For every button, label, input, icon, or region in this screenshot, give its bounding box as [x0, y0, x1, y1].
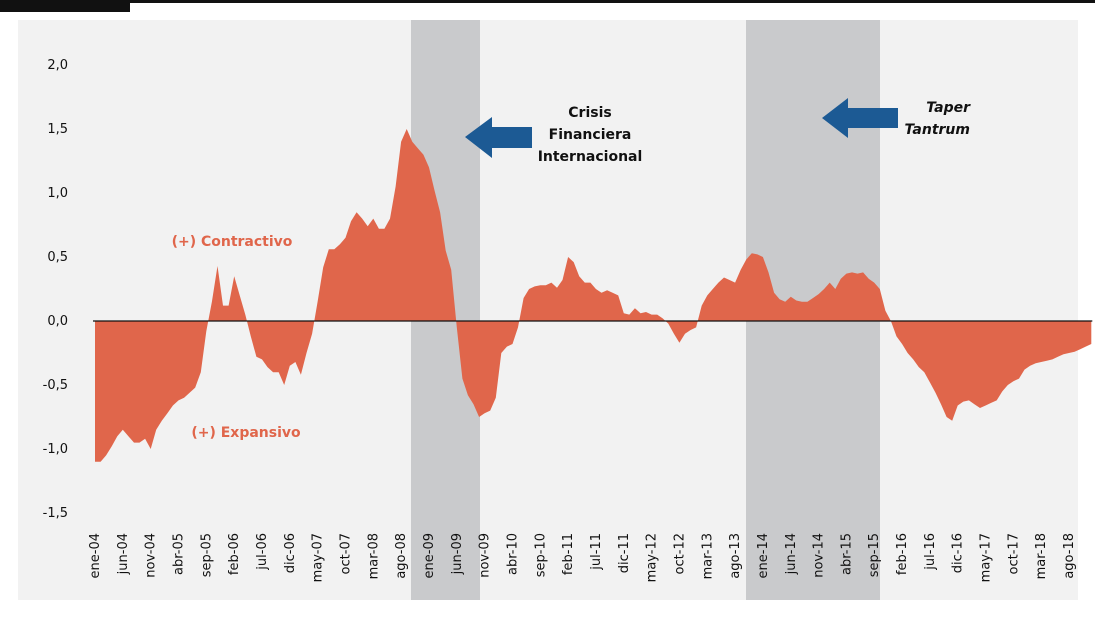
annotation: Financiera — [549, 127, 632, 143]
x-tick-label: jul-06 — [255, 533, 270, 571]
x-tick-label: dic-16 — [951, 533, 966, 573]
x-tick-label: abr-05 — [171, 533, 186, 575]
x-tick-label: feb-16 — [895, 533, 910, 575]
x-tick-label: jul-11 — [589, 533, 604, 571]
annotation: (+) Expansivo — [191, 425, 301, 441]
arrow — [465, 117, 532, 158]
x-tick-label: abr-10 — [505, 533, 520, 575]
y-tick-label: 0,0 — [47, 314, 68, 329]
x-tick-label: dic-06 — [283, 533, 298, 573]
x-tick-label: mar-13 — [700, 533, 715, 579]
x-tick-label: may-17 — [979, 533, 994, 582]
x-tick-label: may-12 — [645, 533, 660, 582]
top-rule — [0, 0, 1095, 3]
y-tick-label: 1,5 — [47, 122, 68, 137]
annotation: (+) Contractivo — [172, 234, 293, 250]
x-tick-label: nov-09 — [478, 533, 493, 578]
x-tick-label: sep-15 — [867, 533, 882, 577]
x-tick-label: oct-07 — [338, 533, 353, 574]
x-tick-label: oct-17 — [1006, 533, 1021, 574]
arrow — [822, 98, 898, 138]
annotation: Tantrum — [905, 122, 970, 138]
y-tick-label: 1,0 — [47, 186, 68, 201]
x-tick-label: jul-16 — [923, 533, 938, 571]
y-tick-label: 2,0 — [47, 58, 68, 73]
x-tick-label: dic-11 — [617, 533, 632, 573]
y-tick-label: -1,0 — [43, 442, 68, 457]
x-tick-label: jun-04 — [116, 533, 131, 575]
x-tick-label: jun-09 — [450, 533, 465, 575]
x-tick-label: nov-14 — [812, 533, 827, 578]
plot — [93, 129, 1093, 462]
x-tick-label: ene-04 — [88, 533, 103, 578]
x-tick-label: ago-08 — [394, 533, 409, 579]
x-tick-label: may-07 — [311, 533, 326, 582]
x-tick-label: abr-15 — [839, 533, 854, 575]
x-tick-label: ene-14 — [756, 533, 771, 578]
annotation: Taper — [926, 100, 971, 116]
x-tick-label: sep-05 — [199, 533, 214, 577]
y-tick-label: -0,5 — [43, 378, 68, 393]
x-tick-label: feb-06 — [227, 533, 242, 575]
top-tab — [0, 0, 130, 12]
y-tick-label: 0,5 — [47, 250, 68, 265]
x-tick-label: mar-18 — [1034, 533, 1049, 579]
x-tick-label: ene-09 — [422, 533, 437, 578]
x-tick-label: jun-14 — [784, 533, 799, 575]
x-tick-label: mar-08 — [366, 533, 381, 579]
x-tick-label: ago-13 — [728, 533, 743, 579]
x-tick-label: ago-18 — [1062, 533, 1077, 579]
x-tick-label: feb-11 — [561, 533, 576, 575]
annotation: Internacional — [538, 149, 643, 165]
x-tick-label: sep-10 — [533, 533, 548, 577]
annotation: Crisis — [568, 105, 611, 121]
area — [95, 129, 1092, 462]
y-tick-label: -1,5 — [43, 506, 68, 521]
x-tick-label: nov-04 — [144, 533, 159, 578]
x-tick-label: oct-12 — [672, 533, 687, 574]
